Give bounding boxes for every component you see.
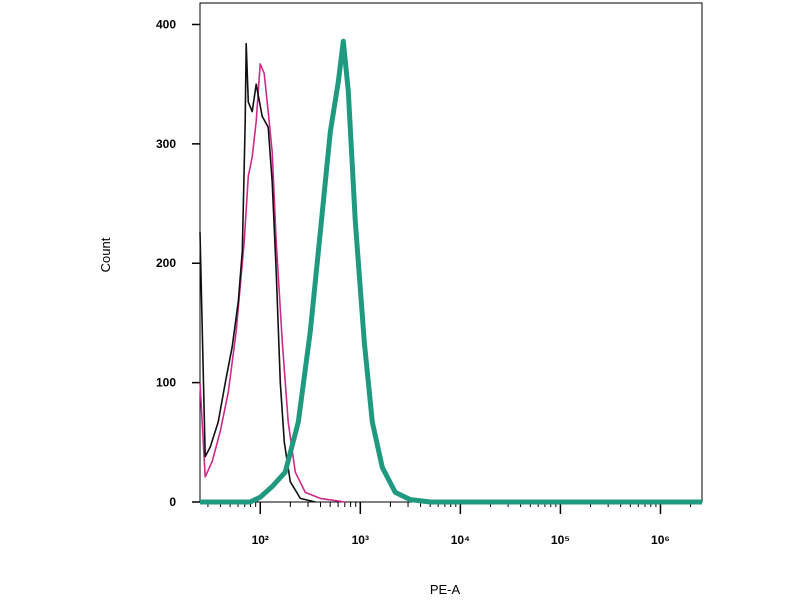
y-axis-label: Count	[98, 237, 113, 272]
y-tick-label: 400	[156, 17, 176, 31]
histogram-line	[199, 42, 316, 503]
x-tick-label: 10⁴	[451, 533, 470, 547]
histogram-line	[199, 63, 346, 503]
y-tick-label: 300	[156, 137, 176, 151]
x-tick-label: 10⁵	[551, 533, 570, 547]
y-tick-label: 200	[156, 256, 176, 270]
x-tick-label: 10⁶	[651, 533, 670, 547]
histogram-line	[200, 38, 702, 505]
x-axis-label: PE-A	[430, 582, 461, 597]
y-tick-label: 0	[169, 495, 176, 509]
y-tick-label: 100	[156, 376, 176, 390]
x-tick-label: 10²	[252, 533, 269, 547]
x-tick-label: 10³	[352, 533, 369, 547]
